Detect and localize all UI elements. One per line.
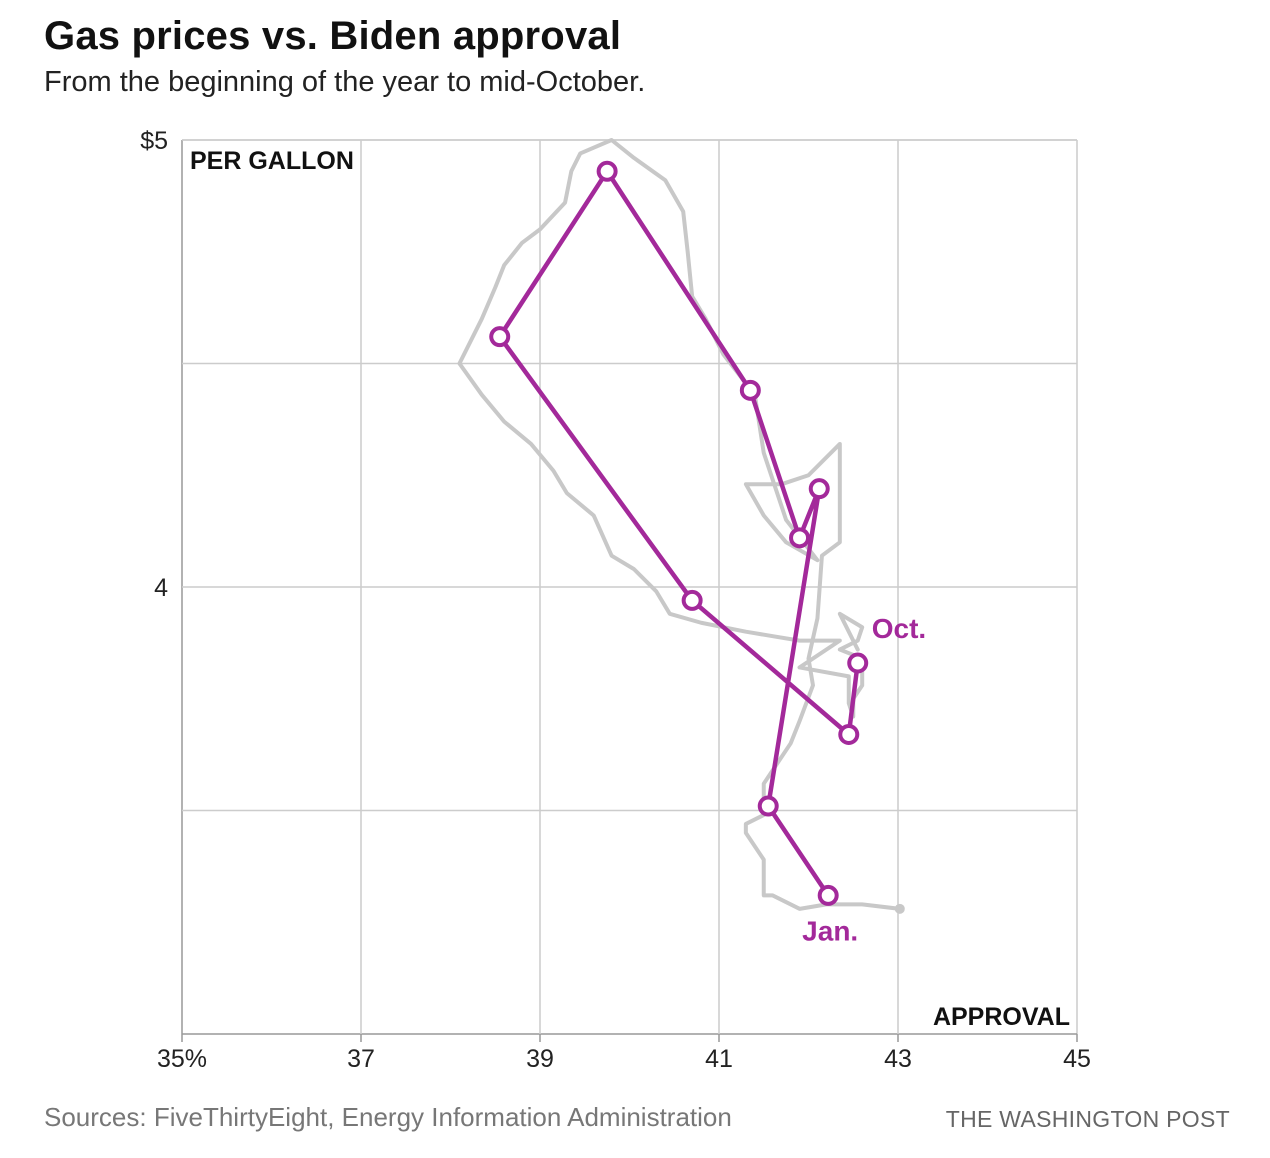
publisher-credit: THE WASHINGTON POST [945,1106,1230,1132]
y-axis-title: PER GALLON [190,147,354,175]
source-note: Sources: FiveThirtyEight, Energy Informa… [44,1102,732,1132]
monthly-point [838,724,860,746]
weekly-start-dot [894,903,905,914]
monthly-point [489,326,511,348]
y-tick-label: $5 [140,127,168,155]
monthly-point [596,160,618,182]
monthly-line [497,169,860,898]
monthly-series: Jan. Oct. [489,160,926,946]
monthly-point [757,795,779,817]
month-label: Jan. [802,915,858,946]
x-tick-label: 37 [347,1045,375,1073]
monthly-point [681,589,703,611]
chart-title: Gas prices vs. Biden approval [44,14,622,58]
weekly-line [457,138,902,911]
monthly-point [817,884,839,906]
chart-subtitle: From the beginning of the year to mid-Oc… [44,66,646,98]
monthly-point [739,379,761,401]
axis-labels: 35% 37 39 41 43 45 $5 4 PER GALLON APPROVAL [140,127,1091,1073]
x-tick-label: 39 [526,1045,554,1073]
month-label: Oct. [872,613,926,644]
monthly-point [789,527,811,549]
x-tick-label: 41 [705,1045,733,1073]
x-tick-label: 43 [884,1045,912,1073]
x-tick-label: 35% [157,1045,207,1073]
monthly-point [808,478,830,500]
weekly-series [457,138,905,914]
y-tick-label: 4 [154,574,168,602]
x-axis-title: APPROVAL [933,1003,1070,1031]
x-tick-label: 45 [1063,1045,1091,1073]
grid [181,139,1078,1042]
monthly-point [847,652,869,674]
